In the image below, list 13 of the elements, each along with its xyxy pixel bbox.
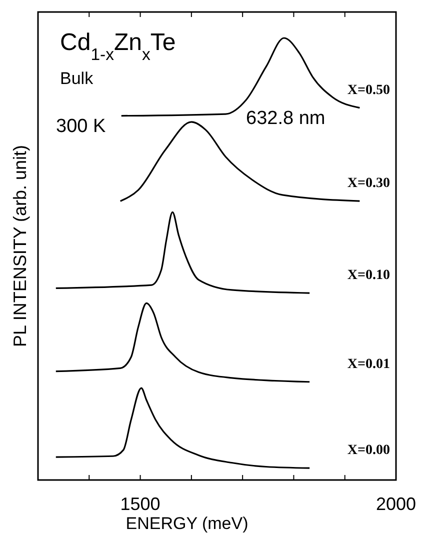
y-axis-title: PL INTENSITY (arb. unit) — [10, 144, 30, 348]
annotation: Cd$_{1-x}$Zn$_{x}$Te — [60, 29, 176, 64]
x-tick-label: 1500 — [120, 494, 160, 514]
annotation: Bulk — [60, 69, 94, 88]
series-label: X=0.30 — [347, 176, 390, 192]
x-axis-title: ENERGY (meV) — [126, 514, 248, 533]
text: X=0.01 — [347, 356, 390, 372]
text: X=0.10 — [347, 268, 390, 284]
series-label: X=0.50 — [347, 82, 390, 98]
x-tick-label: 2000 — [376, 494, 416, 514]
text: X=0.00 — [347, 443, 390, 458]
annotation: 300 K — [56, 116, 106, 137]
annotation: 632.8 nm — [246, 108, 326, 129]
